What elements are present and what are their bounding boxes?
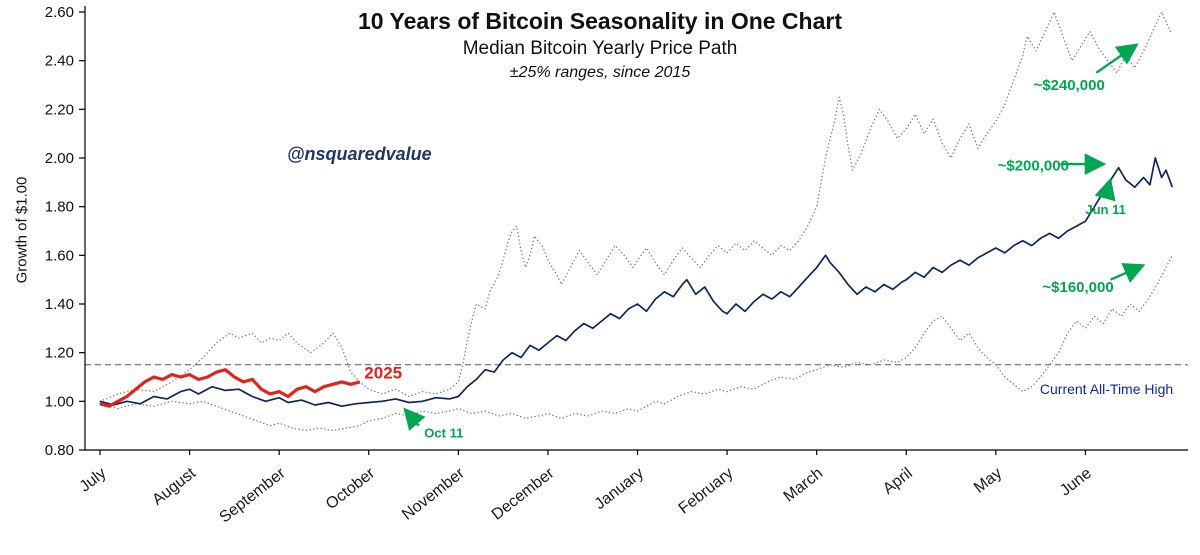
y-tick-label: 2.20 <box>45 101 74 118</box>
chart-subtitle-ranges: ±25% ranges, since 2015 <box>509 64 691 81</box>
x-tick-label-july: July <box>77 465 110 496</box>
annotation-target-200k: ~$200,000 <box>998 157 1069 174</box>
annotation-date-jun-11: Jun 11 <box>1085 202 1125 217</box>
y-tick-label: 2.00 <box>45 150 74 167</box>
annotation-label-2025: 2025 <box>364 363 402 382</box>
chart-title: 10 Years of Bitcoin Seasonality in One C… <box>357 8 842 34</box>
x-tick-label-may: May <box>971 465 1005 497</box>
chart-subtitle: Median Bitcoin Yearly Price Path <box>462 38 738 59</box>
watermark-handle: @nsquaredvalue <box>287 144 432 164</box>
x-tick-label-january: January <box>592 465 647 513</box>
series-median-price-path <box>99 157 1174 408</box>
annotation-arrow-target-160k <box>1110 263 1146 283</box>
x-tick-label-september: September <box>216 464 289 526</box>
annotation-label-current-ath: Current All-Time High <box>1040 381 1173 397</box>
annotation-target-240k: ~$240,000 <box>1034 77 1105 94</box>
y-tick-label: 0.80 <box>45 442 74 459</box>
x-tick-label-june: June <box>1057 465 1095 500</box>
y-tick-label: 1.00 <box>45 393 74 410</box>
annotation-arrow-date-oct-11 <box>403 407 426 431</box>
x-tick-label-december: December <box>489 464 558 523</box>
y-tick-label: 2.60 <box>45 4 74 21</box>
y-tick-label: 1.40 <box>45 296 74 313</box>
x-tick-label-august: August <box>149 464 199 508</box>
y-tick-label: 1.20 <box>45 345 74 362</box>
y-tick-label: 1.60 <box>45 247 74 264</box>
y-tick-label: 1.80 <box>45 199 74 216</box>
x-tick-label-march: March <box>781 465 826 506</box>
x-tick-label-november: November <box>399 464 468 523</box>
annotation-arrow-date-jun-11 <box>1094 177 1116 202</box>
series-year-2025 <box>99 368 361 408</box>
x-tick-label-february: February <box>676 465 737 518</box>
series-lower-band-minus-25pct <box>99 254 1173 432</box>
annotation-target-160k: ~$160,000 <box>1042 279 1113 296</box>
x-tick-label-october: October <box>323 464 379 513</box>
x-tick-label-april: April <box>880 465 916 498</box>
y-tick-label: 2.40 <box>45 53 74 70</box>
annotation-arrow-target-240k <box>1095 43 1139 74</box>
series-upper-band-plus-25pct <box>99 11 1172 402</box>
annotation-date-oct-11: Oct 11 <box>424 426 463 441</box>
